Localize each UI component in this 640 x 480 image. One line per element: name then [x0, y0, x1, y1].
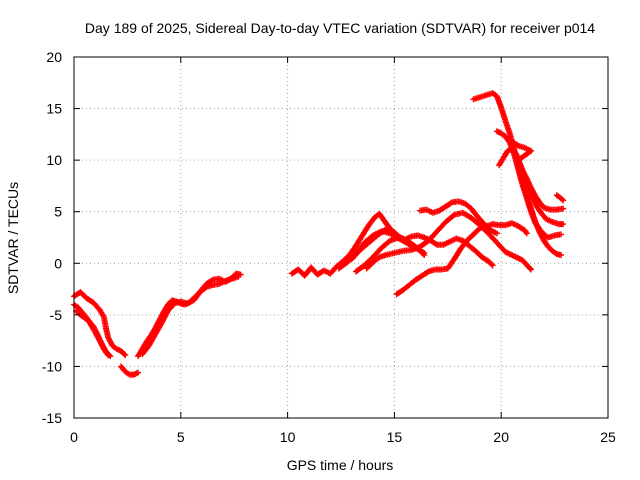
y-tick-label: 5 [54, 204, 62, 220]
grid [74, 57, 608, 418]
x-tick-label: 25 [600, 429, 616, 445]
y-tick-label: 0 [54, 255, 62, 271]
chart-title: Day 189 of 2025, Sidereal Day-to-day VTE… [85, 20, 595, 36]
data-point [420, 250, 427, 257]
x-tick-label: 5 [177, 429, 185, 445]
data-series-arc-2 [393, 220, 530, 298]
x-tick-label: 10 [280, 429, 296, 445]
data-point [560, 205, 567, 212]
data-series-tail [553, 192, 567, 204]
data-point [558, 252, 565, 259]
data-point [106, 352, 113, 359]
data-series-loop-a [352, 234, 428, 275]
data-point [107, 353, 114, 360]
y-tick-label: -5 [50, 307, 63, 323]
x-axis-title: GPS time / hours [287, 457, 394, 473]
x-tick-label: 0 [70, 429, 78, 445]
data-point [447, 200, 454, 207]
y-tick-label: -15 [42, 410, 62, 426]
data-point [523, 230, 530, 237]
data-point [421, 252, 428, 259]
data-point [560, 197, 567, 204]
data-series-early-c [73, 307, 114, 360]
data-point [235, 273, 242, 280]
y-tick-label: 15 [46, 101, 62, 117]
data-point [488, 261, 495, 268]
plot-frame [73, 56, 609, 419]
data-point [489, 262, 496, 269]
data-point [558, 231, 565, 238]
y-tick-label: 10 [46, 152, 62, 168]
y-tick-label: -10 [42, 358, 62, 374]
data-series-peak-d [508, 138, 567, 213]
x-tick-label: 15 [387, 429, 403, 445]
data-point [121, 351, 128, 358]
x-tick-label: 20 [493, 429, 509, 445]
axis-ticks: 0 5 10 15 20 25 -15 -10 -5 0 5 10 15 20 [42, 49, 616, 445]
data-point [559, 196, 566, 203]
data-series-group [71, 90, 567, 378]
data-series-arc-1 [363, 209, 535, 273]
data-point [528, 266, 535, 273]
y-axis-title: SDTVAR / TECUs [5, 182, 21, 294]
data-series-early-a [71, 289, 129, 359]
data-series-arc-3 [417, 198, 500, 237]
y-tick-label: 20 [46, 49, 62, 65]
data-point [432, 240, 439, 247]
data-point [560, 221, 567, 228]
data-point [122, 352, 129, 359]
data-point [527, 265, 534, 272]
data-point [135, 369, 142, 376]
data-series-rise-b [139, 273, 242, 358]
data-series-early-d [117, 363, 142, 378]
data-point [493, 230, 500, 237]
